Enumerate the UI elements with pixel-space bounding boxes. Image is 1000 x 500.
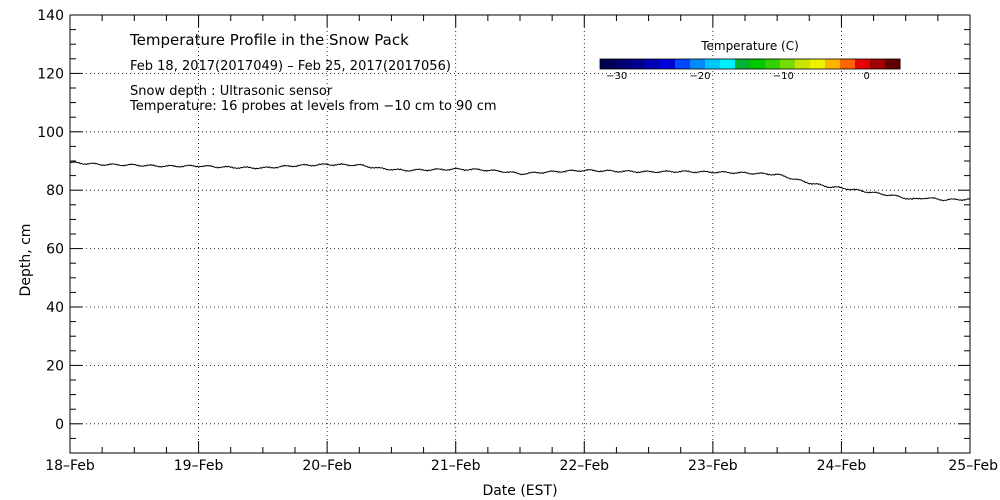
colorbar-cell — [720, 59, 736, 69]
colorbar-ticks: −30 −20 −10 0 — [606, 71, 870, 82]
y-tick-label: 0 — [55, 417, 64, 433]
colorbar-outline — [599, 58, 901, 70]
y-tick-label: 80 — [46, 183, 64, 199]
colorbar-cell — [780, 59, 796, 69]
snow-depth-line — [69, 161, 971, 202]
x-tick-label: 21–Feb — [431, 458, 481, 474]
y-axis-title: Depth, cm — [18, 224, 34, 297]
colorbar-tick-label: −10 — [773, 71, 794, 82]
colorbar-cell — [810, 59, 826, 69]
y-tick-label: 120 — [37, 66, 64, 82]
colorbar-cell — [690, 59, 706, 69]
colorbar-title: Temperature (C) — [700, 39, 799, 53]
y-tick-label: 20 — [46, 358, 64, 374]
colorbar-cell — [885, 59, 901, 69]
y-tick-label: 100 — [37, 125, 64, 141]
grid-lines — [70, 15, 970, 453]
x-tick-label: 22–Feb — [559, 458, 609, 474]
colorbar-cell — [825, 59, 841, 69]
colorbar-cell — [705, 59, 721, 69]
series-layer — [69, 161, 971, 202]
x-tick-label: 18–Feb — [45, 458, 95, 474]
colorbar-tick-label: −20 — [689, 71, 710, 82]
colorbar-cell — [795, 59, 811, 69]
colorbar-cell — [765, 59, 781, 69]
temperature-colorbar: Temperature (C) −30 −20 −10 0 — [599, 39, 901, 82]
colorbar-cell — [615, 59, 631, 69]
colorbar-tick-label: −30 — [606, 71, 627, 82]
colorbar-cell — [675, 59, 691, 69]
x-axis-title: Date (EST) — [482, 483, 557, 499]
chart-title: Temperature Profile in the Snow Pack — [129, 31, 409, 49]
y-tick-label: 40 — [46, 300, 64, 316]
colorbar-cell — [840, 59, 856, 69]
colorbar-cell — [600, 59, 616, 69]
annotation-temperature: Temperature: 16 probes at levels from −1… — [129, 99, 497, 114]
colorbar-cell — [630, 59, 646, 69]
colorbar-cell — [735, 59, 751, 69]
colorbar-cell — [750, 59, 766, 69]
y-tick-label: 140 — [37, 8, 64, 24]
colorbar-cell — [870, 59, 886, 69]
colorbar-tick-label: 0 — [863, 71, 869, 82]
colorbar-cell — [660, 59, 676, 69]
x-tick-label: 20–Feb — [302, 458, 352, 474]
y-tick-label: 60 — [46, 242, 64, 258]
x-tick-label: 24–Feb — [817, 458, 867, 474]
x-tick-label: 19–Feb — [174, 458, 224, 474]
colorbar-cells — [599, 58, 901, 70]
x-tick-label: 25–Feb — [948, 458, 998, 474]
plot-frame — [69, 14, 971, 454]
colorbar-cell — [645, 59, 661, 69]
colorbar-cell — [855, 59, 871, 69]
annotation-snow-depth: Snow depth : Ultrasonic sensor — [130, 84, 333, 99]
chart-subtitle: Feb 18, 2017(2017049) – Feb 25, 2017(201… — [130, 59, 451, 74]
x-tick-label: 23–Feb — [688, 458, 738, 474]
axis-ticks: 0 20 40 60 80 100 120 140 18–Feb 19–Feb 20–Feb 21–F… — [37, 8, 998, 474]
